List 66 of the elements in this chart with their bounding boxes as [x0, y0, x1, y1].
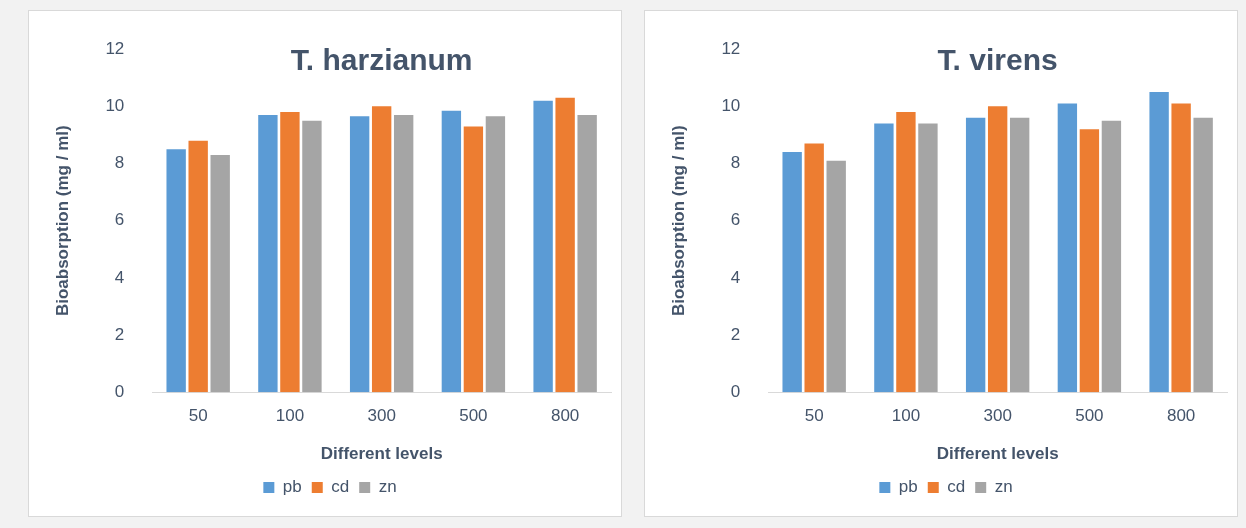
- x-tick-label: 50: [804, 406, 824, 426]
- bar: [1171, 103, 1191, 393]
- x-tick-label: 800: [550, 406, 580, 426]
- y-tick-label: 6: [114, 210, 125, 230]
- bar: [280, 112, 300, 393]
- bar: [1101, 120, 1122, 393]
- y-tick-label: 8: [114, 153, 125, 173]
- bar: [188, 140, 208, 393]
- bar: [166, 149, 186, 393]
- y-tick-label: 8: [730, 153, 741, 173]
- legend-label: zn: [378, 477, 397, 497]
- x-tick-label: 100: [891, 406, 921, 426]
- x-tick-label: 50: [188, 406, 208, 426]
- bar: [302, 120, 322, 393]
- chart-title: T. harzianum: [290, 43, 473, 77]
- legend-label: cd: [331, 477, 350, 497]
- bar: [210, 154, 230, 393]
- bar: [1079, 129, 1100, 393]
- y-tick-label: 4: [730, 267, 741, 287]
- bar: [349, 116, 370, 393]
- bar: [782, 152, 802, 393]
- y-tick-label: 0: [730, 381, 741, 401]
- x-tick-label: 100: [275, 406, 305, 426]
- bar: [463, 126, 484, 393]
- bar: [555, 97, 575, 393]
- y-tick-label: 0: [114, 381, 125, 401]
- bar: [826, 160, 846, 393]
- legend-label: pb: [282, 477, 302, 497]
- bar: [533, 100, 553, 393]
- bar: [1057, 103, 1078, 393]
- bar: [371, 106, 392, 393]
- y-tick-label: 12: [105, 38, 125, 58]
- bar: [874, 123, 894, 393]
- y-tick-label: 6: [730, 210, 741, 230]
- bar: [1193, 117, 1213, 393]
- bar: [441, 110, 462, 393]
- bar: [987, 106, 1008, 393]
- y-tick-label: 10: [105, 96, 125, 116]
- x-tick-label: 500: [459, 406, 488, 426]
- bar: [918, 123, 938, 393]
- y-tick-label: 2: [730, 324, 741, 344]
- bar: [577, 114, 597, 393]
- bar: [1009, 117, 1030, 393]
- x-tick-label: 800: [1166, 406, 1196, 426]
- x-axis-title: Different levels: [936, 444, 1059, 464]
- bar: [1149, 92, 1169, 393]
- bar: [258, 114, 278, 393]
- x-tick-label: 300: [983, 406, 1012, 426]
- y-tick-label: 12: [721, 38, 741, 58]
- bar: [896, 112, 916, 393]
- bar: [393, 114, 414, 393]
- legend-label: pb: [898, 477, 918, 497]
- y-tick-label: 4: [114, 267, 125, 287]
- x-tick-label: 300: [367, 406, 396, 426]
- bar: [965, 117, 986, 393]
- x-tick-label: 500: [1075, 406, 1104, 426]
- legend-label: zn: [994, 477, 1013, 497]
- chart-title: T. virens: [937, 43, 1058, 77]
- bar: [804, 143, 824, 393]
- legend-label: cd: [947, 477, 966, 497]
- x-axis-title: Different levels: [320, 444, 443, 464]
- y-tick-label: 2: [114, 324, 125, 344]
- bar: [485, 116, 506, 393]
- y-tick-label: 10: [721, 96, 741, 116]
- y-axis-title: Bioabsorption (mg / ml): [52, 125, 72, 317]
- y-axis-title: Bioabsorption (mg / ml): [668, 125, 688, 317]
